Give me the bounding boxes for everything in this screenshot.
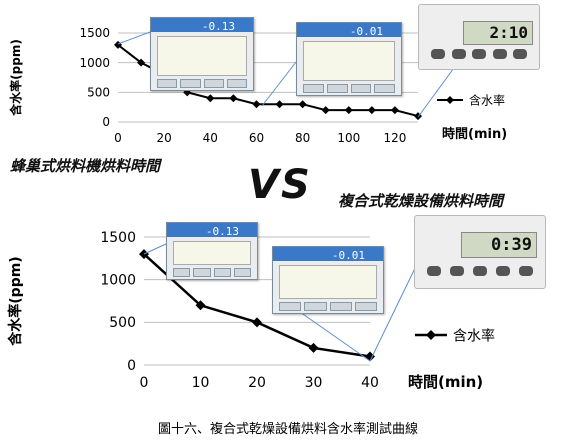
bottom-method-label: 複合式乾燥設備烘料時間 (338, 192, 504, 210)
top-method-label: 蜂巢式烘料機烘料時間 (10, 157, 161, 175)
x-axis-label: 時間(min) (442, 126, 507, 142)
chart-bottom: 0 500 1000 1500 0 10 20 30 40 含水率(ppm) 時間(min) 含水率 (7, 230, 495, 391)
data-point (229, 94, 238, 103)
data-point (298, 100, 307, 109)
y-tick-label: 1000 (100, 273, 136, 289)
data-point (252, 100, 261, 109)
data-point (139, 249, 149, 260)
x-tick-label: 0 (140, 375, 149, 391)
top-instrument-screen-1: -0.13 (150, 17, 254, 91)
data-point (321, 106, 330, 115)
x-tick-label: 40 (203, 131, 218, 145)
y-tick-label: 1500 (100, 230, 136, 246)
x-tick-label: 60 (249, 131, 264, 145)
y-tick-label: 500 (87, 86, 110, 100)
y-tick-label: 1500 (79, 26, 110, 40)
x-tick-label: 80 (295, 131, 310, 145)
x-axis-label: 時間(min) (408, 373, 483, 391)
figure-caption: 圖十六、複合式乾燥設備烘料含水率測試曲線 (157, 422, 418, 437)
timer-value: 2:10 (463, 21, 533, 45)
x-tick-label: 30 (305, 375, 323, 391)
data-point (206, 94, 215, 103)
data-point (308, 342, 319, 353)
callout-line (261, 61, 297, 107)
y-axis-label: 含水率(ppm) (8, 39, 23, 116)
legend-label: 含水率 (453, 327, 495, 344)
data-point (390, 106, 399, 115)
legend-marker (426, 330, 436, 340)
top-timer-display: 2:10 (418, 4, 540, 70)
y-axis-label: 含水率(ppm) (7, 256, 24, 345)
x-tick-label: 120 (383, 131, 406, 145)
screen-value: -0.01 (331, 249, 365, 262)
y-tick-label: 0 (127, 358, 136, 374)
bottom-instrument-screen-1: -0.13 (166, 222, 258, 280)
legend-label: 含水率 (469, 93, 505, 108)
data-point (367, 106, 376, 115)
data-point (137, 58, 146, 67)
x-tick-label: 100 (337, 131, 360, 145)
timer-value: 0:39 (461, 232, 537, 258)
y-tick-label: 500 (109, 315, 136, 331)
x-tick-label: 10 (192, 375, 210, 391)
data-point (195, 300, 206, 311)
callout-line (299, 311, 371, 362)
callout-line (117, 31, 151, 45)
y-tick-label: 1000 (79, 56, 110, 70)
vs-label: VS (248, 162, 312, 208)
legend-marker (446, 96, 454, 104)
callout-line (369, 261, 419, 362)
x-tick-label: 20 (157, 131, 172, 145)
x-tick-label: 0 (114, 131, 122, 145)
bottom-instrument-screen-2: -0.01 (272, 246, 384, 314)
x-tick-label: 20 (248, 375, 266, 391)
screen-value: -0.13 (201, 20, 235, 33)
y-tick-label: 0 (102, 115, 110, 129)
data-point (275, 100, 284, 109)
bottom-timer-display: 0:39 (414, 215, 546, 289)
screen-value: -0.13 (205, 225, 239, 238)
screen-value: -0.01 (349, 25, 383, 38)
data-point (344, 106, 353, 115)
data-point (252, 317, 262, 328)
x-tick-label: 40 (361, 375, 379, 391)
top-instrument-screen-2: -0.01 (296, 22, 402, 96)
callout-line (143, 243, 167, 255)
